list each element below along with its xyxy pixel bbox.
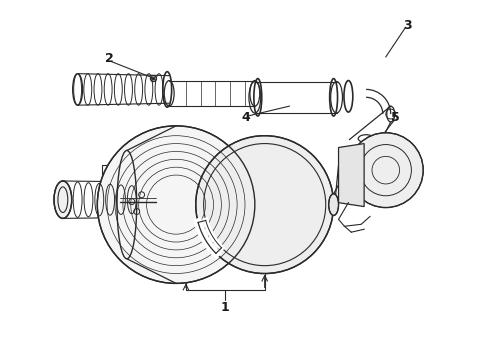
Text: 3: 3: [403, 19, 412, 32]
Text: 2: 2: [105, 53, 114, 66]
Ellipse shape: [117, 150, 137, 259]
Ellipse shape: [329, 194, 339, 215]
Ellipse shape: [54, 181, 72, 219]
Polygon shape: [339, 144, 364, 207]
Text: 5: 5: [391, 112, 400, 125]
Circle shape: [196, 136, 334, 274]
Text: 1: 1: [221, 301, 230, 315]
Text: 4: 4: [242, 112, 250, 125]
Circle shape: [348, 133, 423, 208]
Circle shape: [98, 126, 255, 283]
Circle shape: [152, 77, 155, 80]
